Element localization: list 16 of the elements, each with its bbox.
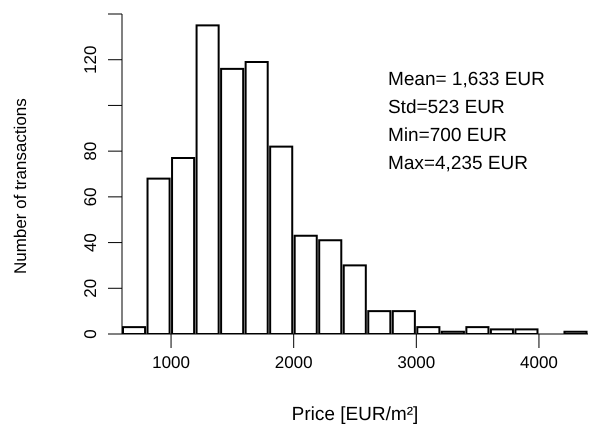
x-tick-label: 1000 [152, 353, 190, 372]
x-tick-label: 3000 [397, 353, 436, 372]
y-tick-label: 40 [81, 233, 100, 252]
y-tick-label: 0 [81, 329, 100, 339]
y-tick-label: 20 [81, 278, 100, 298]
annotation: Mean= 1,633 EUR [388, 68, 545, 92]
annotation: Min=700 EUR [388, 124, 508, 148]
y-axis-title: Number of transactions [11, 98, 30, 274]
y-tick-label: 60 [81, 187, 100, 206]
x-tick-label: 4000 [520, 353, 558, 372]
x-axis-title: Price [EUR/m²] [292, 404, 418, 425]
annotation: Std=523 EUR [388, 96, 506, 120]
annotation: Max=4,235 EUR [388, 152, 529, 176]
y-tick-label: 80 [81, 142, 100, 161]
y-tick-label: 120 [81, 46, 100, 74]
x-tick-label: 2000 [274, 353, 313, 372]
